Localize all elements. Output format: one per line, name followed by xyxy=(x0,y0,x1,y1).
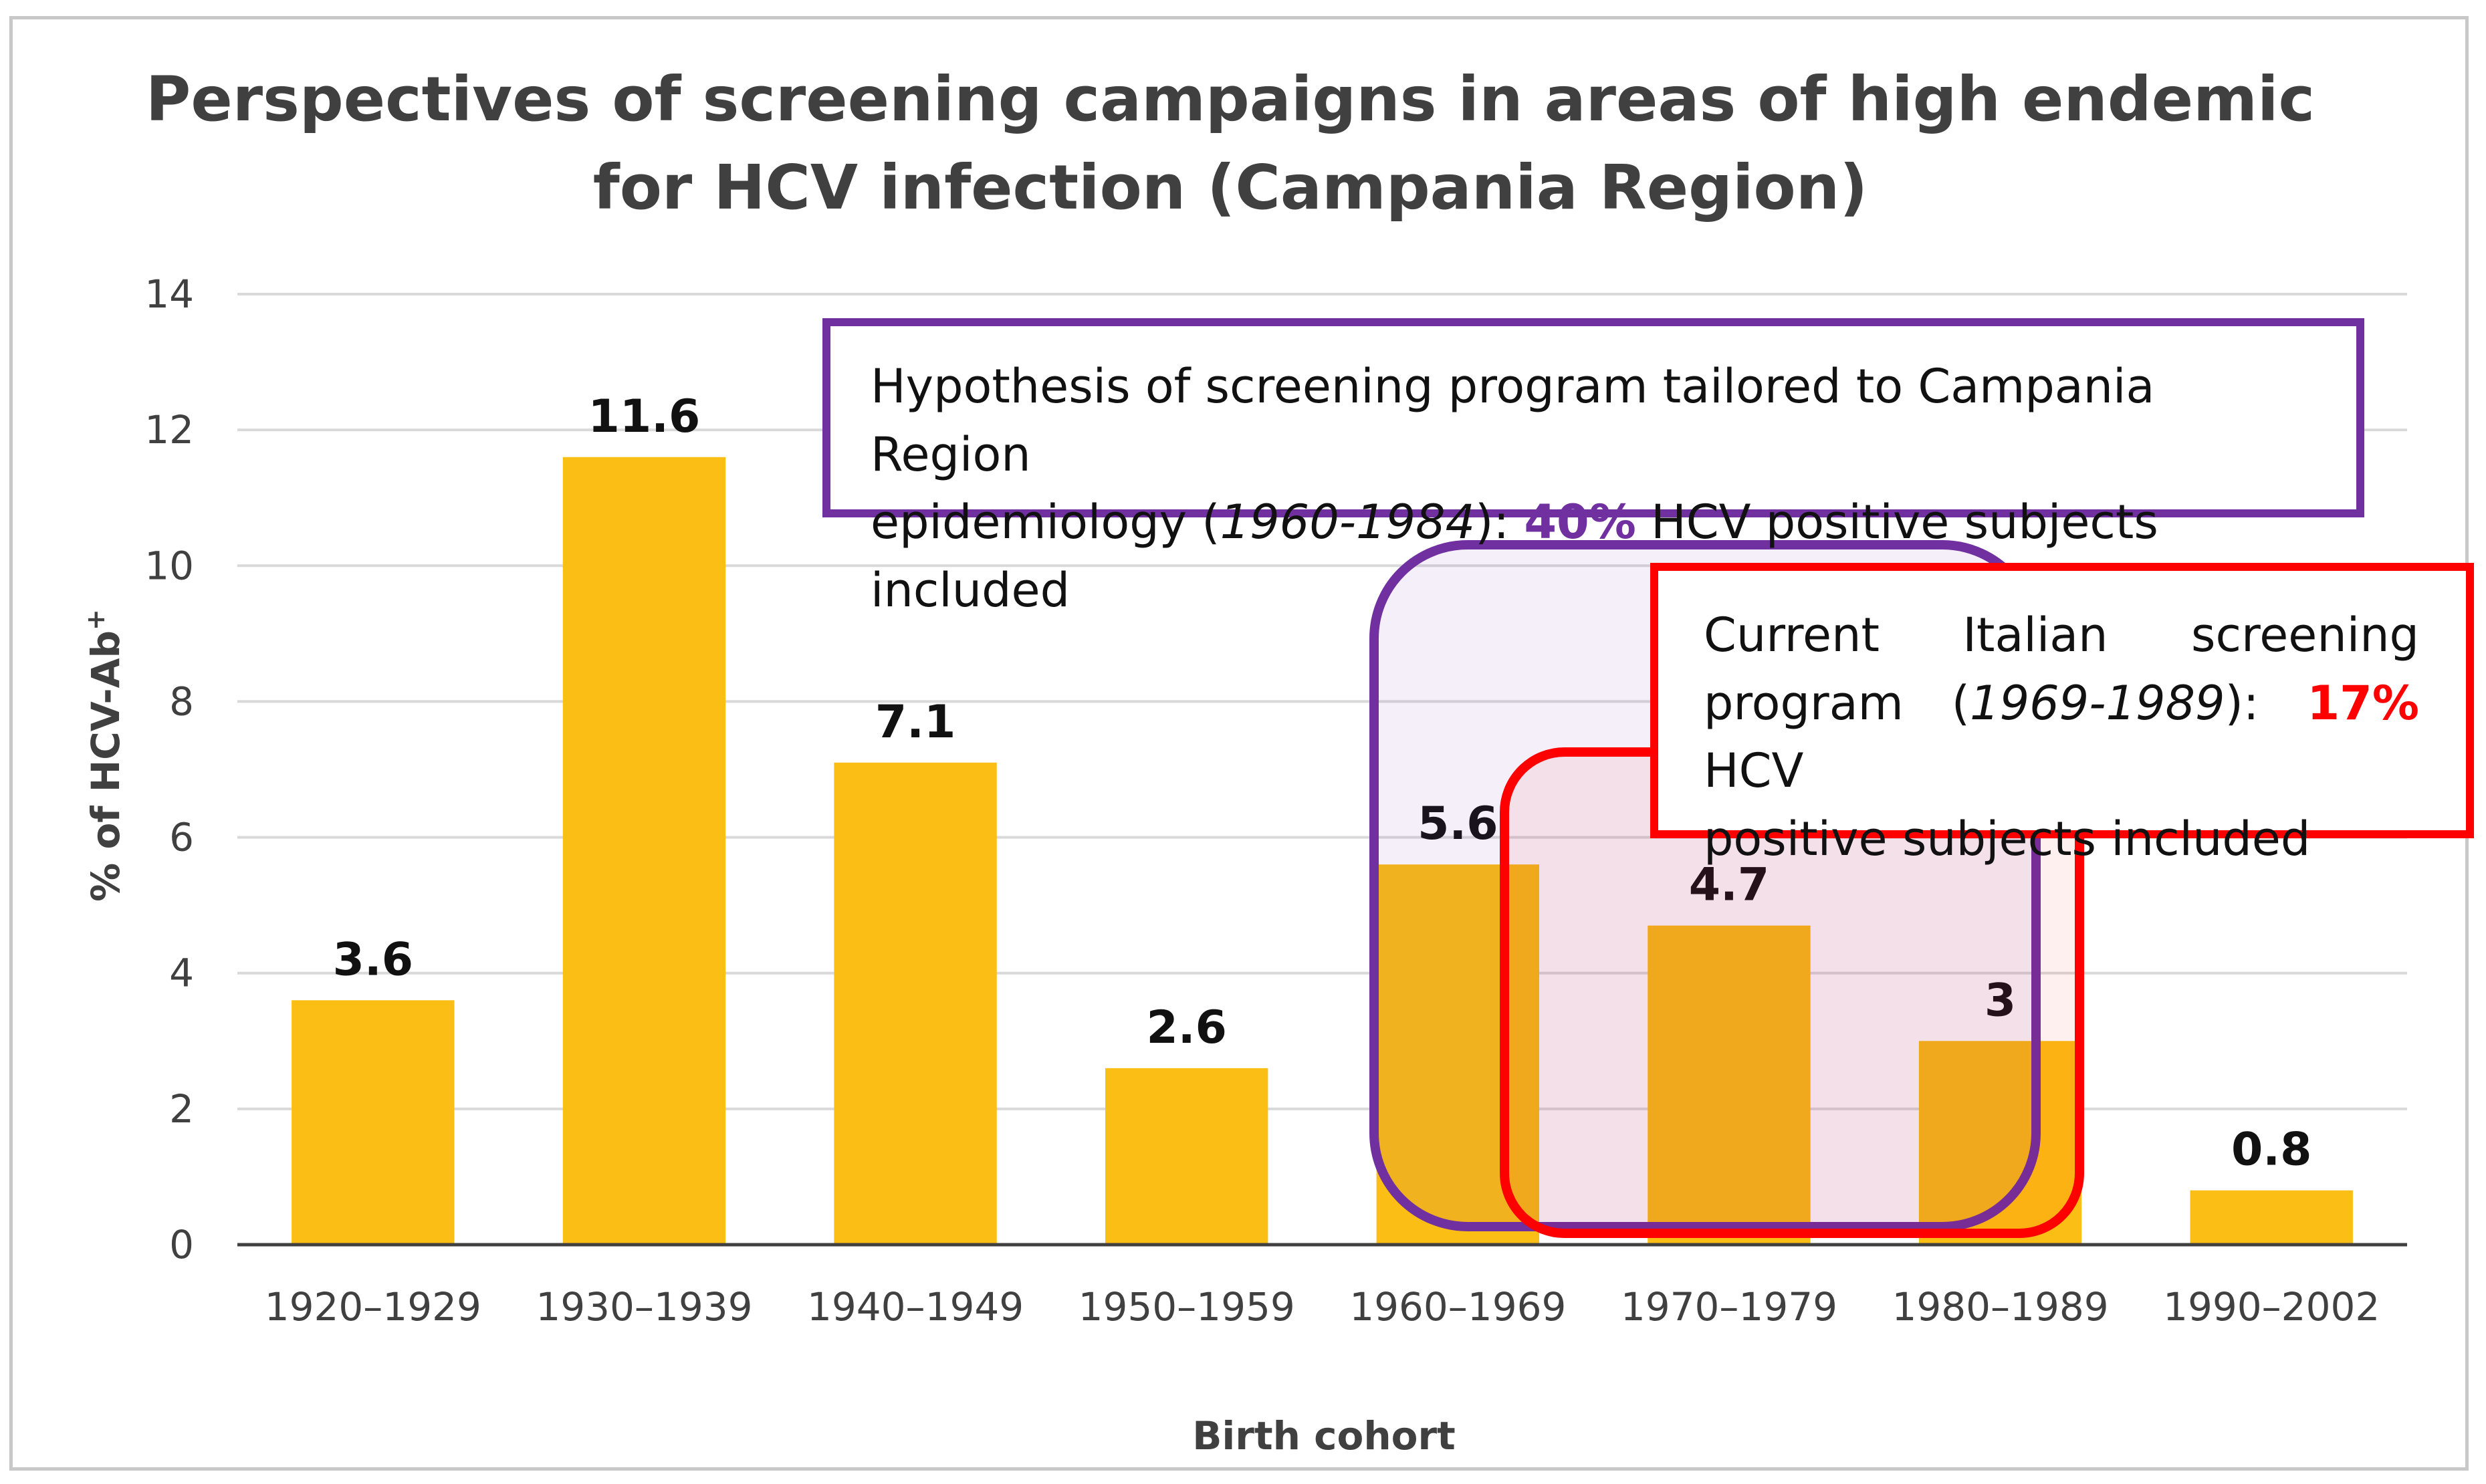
x-tick-labels: 1920–1929 1930–1939 1940–1949 1950–1959 1960… xyxy=(265,1284,2380,1330)
data-label: 5.6 xyxy=(1418,797,1498,850)
y-tick-label: 14 xyxy=(144,271,194,317)
purple-annotation-box: Hypothesis of screening program tailored… xyxy=(822,318,2364,618)
red-annotation-years: 1969-1989 xyxy=(1970,675,2225,731)
y-tick-label: 10 xyxy=(144,543,194,588)
red-annotation-box: Current Italian screening program (1969-… xyxy=(1650,563,2474,866)
bar-1960–1969 xyxy=(1376,864,1539,1245)
red-annotation-line-1: Current Italian screening xyxy=(1704,602,2419,670)
chart-title: Perspectives of screening campaigns in a… xyxy=(146,64,2315,223)
bar-1930–1939 xyxy=(562,457,726,1245)
data-label: 3.6 xyxy=(333,933,413,986)
red-annotation-text-b: ): xyxy=(2225,675,2307,731)
y-tick-label: 2 xyxy=(169,1086,194,1132)
purple-annotation-text-b: ): xyxy=(1475,495,1524,549)
purple-annotation-text-c: HCV positive subjects included xyxy=(871,495,2158,618)
x-tick-label: 1960–1969 xyxy=(1349,1284,1566,1330)
red-annotation-text-a: program ( xyxy=(1704,675,1970,731)
x-tick-label: 1990–2002 xyxy=(2163,1284,2380,1330)
x-axis-title: Birth cohort xyxy=(1192,1413,1456,1459)
x-tick-label: 1920–1929 xyxy=(265,1284,481,1330)
data-label: 4.7 xyxy=(1689,859,1769,912)
red-annotation-word-3: screening xyxy=(2191,608,2419,662)
purple-annotation-line-2: epidemiology (1960-1984): 40% HCV positi… xyxy=(871,489,2316,624)
red-annotation-percent: 17% xyxy=(2307,675,2419,731)
x-tick-label: 1950–1959 xyxy=(1079,1284,1295,1330)
red-annotation-line-2: program (1969-1989): 17% HCV xyxy=(1704,670,2419,806)
red-annotation-word-1: Current xyxy=(1704,608,1880,662)
x-tick-label: 1970–1979 xyxy=(1621,1284,1837,1330)
y-axis-title-main: % of HCV-Ab xyxy=(83,630,128,902)
data-label: 3 xyxy=(1985,974,2016,1027)
purple-annotation-line-1: Hypothesis of screening program tailored… xyxy=(871,359,2155,482)
purple-annotation-years: 1960-1984 xyxy=(1220,495,1476,549)
red-annotation-word-2: Italian xyxy=(1962,608,2108,662)
data-label: 11.6 xyxy=(588,390,701,443)
purple-annotation-percent: 40% xyxy=(1524,495,1636,549)
data-label: 7.1 xyxy=(875,696,955,749)
x-tick-label: 1980–1989 xyxy=(1892,1284,2108,1330)
purple-annotation-text-a: epidemiology ( xyxy=(871,495,1220,549)
bar-1990–2002 xyxy=(2190,1190,2353,1245)
red-annotation-text-c: HCV xyxy=(1704,743,1804,798)
data-label: 0.8 xyxy=(2231,1124,2311,1177)
y-tick-label: 12 xyxy=(144,407,194,453)
y-axis-title-sup: + xyxy=(81,609,110,630)
y-axis-title: % of HCV-Ab+ xyxy=(81,609,128,902)
x-tick-label: 1930–1939 xyxy=(536,1284,752,1330)
chart-title-line-2: for HCV infection (Campania Region) xyxy=(593,152,1868,223)
red-annotation-line-3: positive subjects included xyxy=(1704,811,2311,866)
bar-1920–1929 xyxy=(292,1000,455,1245)
data-labels: 3.6 11.6 7.1 2.6 5.6 4.7 3 0.8 xyxy=(333,390,2312,1177)
bar-1940–1949 xyxy=(834,762,997,1245)
y-tick-label: 0 xyxy=(169,1222,194,1267)
y-tick-label: 6 xyxy=(169,815,194,860)
bar-1970–1979 xyxy=(1648,925,1811,1245)
y-tick-label: 8 xyxy=(169,678,194,724)
x-tick-label: 1940–1949 xyxy=(807,1284,1024,1330)
bars xyxy=(292,457,2353,1245)
y-tick-labels: 0 2 4 6 8 10 12 14 xyxy=(144,271,194,1267)
data-label: 2.6 xyxy=(1146,1001,1226,1054)
y-tick-label: 4 xyxy=(169,951,194,996)
chart-title-line-1: Perspectives of screening campaigns in a… xyxy=(146,64,2315,135)
bar-1950–1959 xyxy=(1105,1068,1268,1245)
